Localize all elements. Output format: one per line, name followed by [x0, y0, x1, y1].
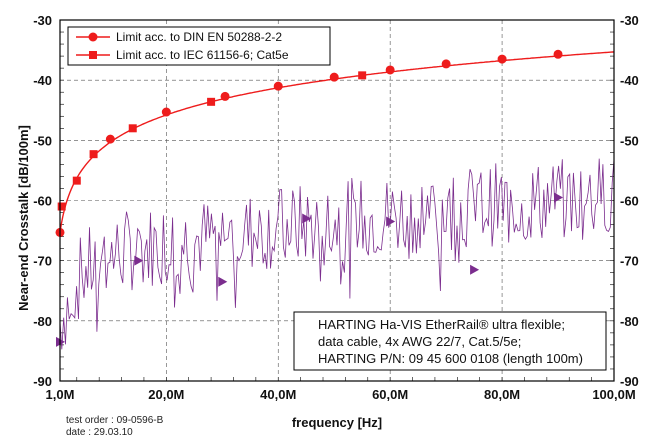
annotation-box	[293, 311, 607, 371]
y-tick-label-right: -30	[620, 13, 639, 28]
y-axis-left: -90 -80 -70 -60 -50 -40 -30	[33, 13, 52, 389]
y-tick-label-right: -70	[620, 254, 639, 269]
measurement-marker	[134, 255, 144, 266]
y-tick-label-left: -60	[33, 194, 52, 209]
y-tick-label-right: -90	[620, 374, 639, 389]
y-tick-label-right: -40	[620, 73, 639, 88]
x-tick-label: 80,0M	[484, 387, 520, 402]
limit-din-marker	[441, 59, 451, 69]
x-tick-label: 40,0M	[260, 387, 296, 402]
limit-din-marker	[273, 81, 283, 91]
y-axis-title: Near-end Crosstalk [dB/100m]	[16, 125, 31, 311]
measurement-marker	[218, 276, 228, 287]
measurement-marker	[302, 213, 312, 224]
limit-din-marker	[220, 91, 230, 101]
limit-iec-marker	[128, 124, 137, 133]
limit-iec-marker	[72, 176, 81, 185]
limit-din-marker	[105, 134, 115, 144]
y-tick-label-right: -50	[620, 133, 639, 148]
y-tick-label-left: -30	[33, 13, 52, 28]
x-axis-title: frequency [Hz]	[292, 415, 382, 430]
measurement-marker	[470, 264, 480, 275]
limit-iec-marker	[207, 97, 216, 106]
x-tick-label: 1,0M	[46, 387, 75, 402]
annotation-line-1: HARTING Ha-VIS EtherRail® ultra flexible…	[318, 317, 565, 332]
legend-marker-din	[88, 32, 98, 42]
y-tick-label-left: -40	[33, 73, 52, 88]
plot-frame	[59, 19, 615, 382]
annotation-line-3: HARTING P/N: 09 45 600 0108 (length 100m…	[318, 351, 583, 366]
cable-annotation: HARTING Ha-VIS EtherRail® ultra flexible…	[293, 311, 607, 371]
limit-din-marker	[385, 65, 395, 75]
legend-label-din: Limit acc. to DIN EN 50288-2-2	[116, 30, 282, 44]
y-tick-label-left: -50	[33, 133, 52, 148]
annotation-line-2: data cable, 4x AWG 22/7, Cat.5/5e;	[318, 334, 521, 349]
measurement-series	[56, 158, 615, 350]
x-axis: 1,0M 20,0M 40,0M 60,0M 80,0M 100,0M	[46, 387, 636, 402]
y-tick-label-right: -60	[620, 194, 639, 209]
limit-din-marker	[329, 72, 339, 82]
measurement-marker	[554, 192, 564, 203]
x-tick-label: 20,0M	[148, 387, 184, 402]
y-axis-right: -90 -80 -70 -60 -50 -40 -30	[620, 13, 639, 389]
limit-iec-marker	[358, 71, 367, 80]
y-tick-label-left: -80	[33, 314, 52, 329]
x-tick-label: 60,0M	[372, 387, 408, 402]
x-tick-label: 100,0M	[592, 387, 635, 402]
legend-marker-iec	[89, 51, 97, 59]
y-tick-label-right: -80	[620, 314, 639, 329]
limit-din-marker	[497, 54, 507, 64]
legend-box	[67, 26, 331, 66]
test-order-label: test order : 09-0596-B	[66, 415, 164, 426]
limit-series	[55, 49, 615, 237]
legend-label-iec: Limit acc. to IEC 61156-6; Cat5e	[116, 48, 289, 62]
measurement-line	[59, 158, 615, 350]
legend: Limit acc. to DIN EN 50288-2-2 Limit acc…	[67, 26, 331, 66]
date-label: date : 29.03.10	[66, 427, 133, 438]
y-tick-label-left: -90	[33, 374, 52, 389]
limit-iec-marker	[57, 202, 66, 211]
y-tick-label-left: -70	[33, 254, 52, 269]
measurement-marker	[386, 216, 396, 227]
limit-din-marker	[161, 107, 171, 117]
limit-iec-marker	[89, 150, 98, 159]
limit-din-marker	[553, 49, 563, 59]
